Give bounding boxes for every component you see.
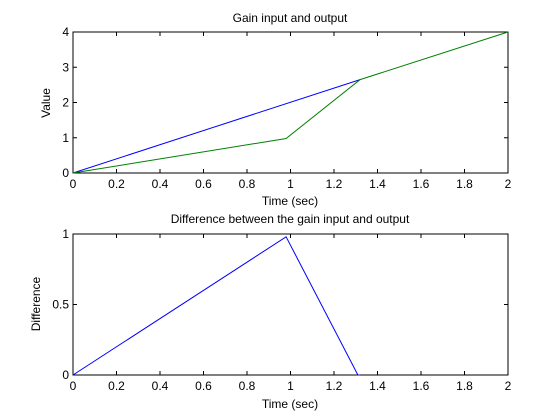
top-plot-xtick-label: 0.6 [195, 177, 212, 191]
top-plot: Gain input and output Time (sec) Value 0… [39, 11, 512, 208]
top-plot-xtick-label: 0.2 [108, 177, 125, 191]
bottom-plot-ytick-label: 0 [62, 368, 69, 382]
top-plot-ytick-label: 2 [62, 96, 69, 110]
bottom-plot-xtick-label: 2 [505, 379, 512, 393]
bottom-plot-xtick-label: 1.2 [326, 379, 343, 393]
top-plot-xtick-label: 0 [70, 177, 77, 191]
bottom-plot-xtick-label: 0 [70, 379, 77, 393]
top-plot-series-1-line [72, 79, 361, 174]
top-plot-xtick-label: 1.4 [369, 177, 386, 191]
top-plot-xtick-label: 1 [287, 177, 294, 191]
bottom-plot-title: Difference between the gain input and ou… [171, 212, 410, 226]
bottom-plot-xtick-label: 0.8 [239, 379, 256, 393]
bottom-plot-xtick-label: 1.8 [456, 379, 473, 393]
bottom-plot-series-1-line [72, 236, 361, 376]
top-plot-title: Gain input and output [233, 11, 348, 25]
top-plot-ytick-label: 4 [62, 25, 69, 39]
top-plot-ytick-label: 0 [62, 166, 69, 180]
bottom-plot-ytick-label: 0.5 [52, 298, 69, 312]
top-plot-xtick-label: 1.2 [326, 177, 343, 191]
top-plot-xtick-label: 1.6 [413, 177, 430, 191]
bottom-plot-ylabel: Difference [29, 276, 43, 331]
bottom-plot-xtick-label: 1 [287, 379, 294, 393]
bottom-plot-ytick-label: 1 [62, 227, 69, 241]
top-plot-xtick-label: 2 [505, 177, 512, 191]
bottom-plot-xtick-label: 0.6 [195, 379, 212, 393]
bottom-plot-xtick-label: 0.2 [108, 379, 125, 393]
top-plot-xtick-label: 0.8 [239, 177, 256, 191]
bottom-plot-xlabel: Time (sec) [262, 397, 318, 411]
bottom-plot-xtick-label: 1.6 [413, 379, 430, 393]
bottom-plot-xtick-label: 0.4 [152, 379, 169, 393]
top-plot-xtick-label: 1.8 [456, 177, 473, 191]
bottom-plot: Difference between the gain input and ou… [29, 212, 512, 411]
top-plot-xlabel: Time (sec) [262, 194, 318, 208]
top-plot-series-2-line [72, 31, 509, 174]
bottom-plot-xtick-label: 1.4 [369, 379, 386, 393]
top-plot-ylabel: Value [39, 88, 53, 118]
top-plot-ytick-label: 1 [62, 131, 69, 145]
top-plot-xtick-label: 0.4 [152, 177, 169, 191]
top-plot-ytick-label: 3 [62, 60, 69, 74]
